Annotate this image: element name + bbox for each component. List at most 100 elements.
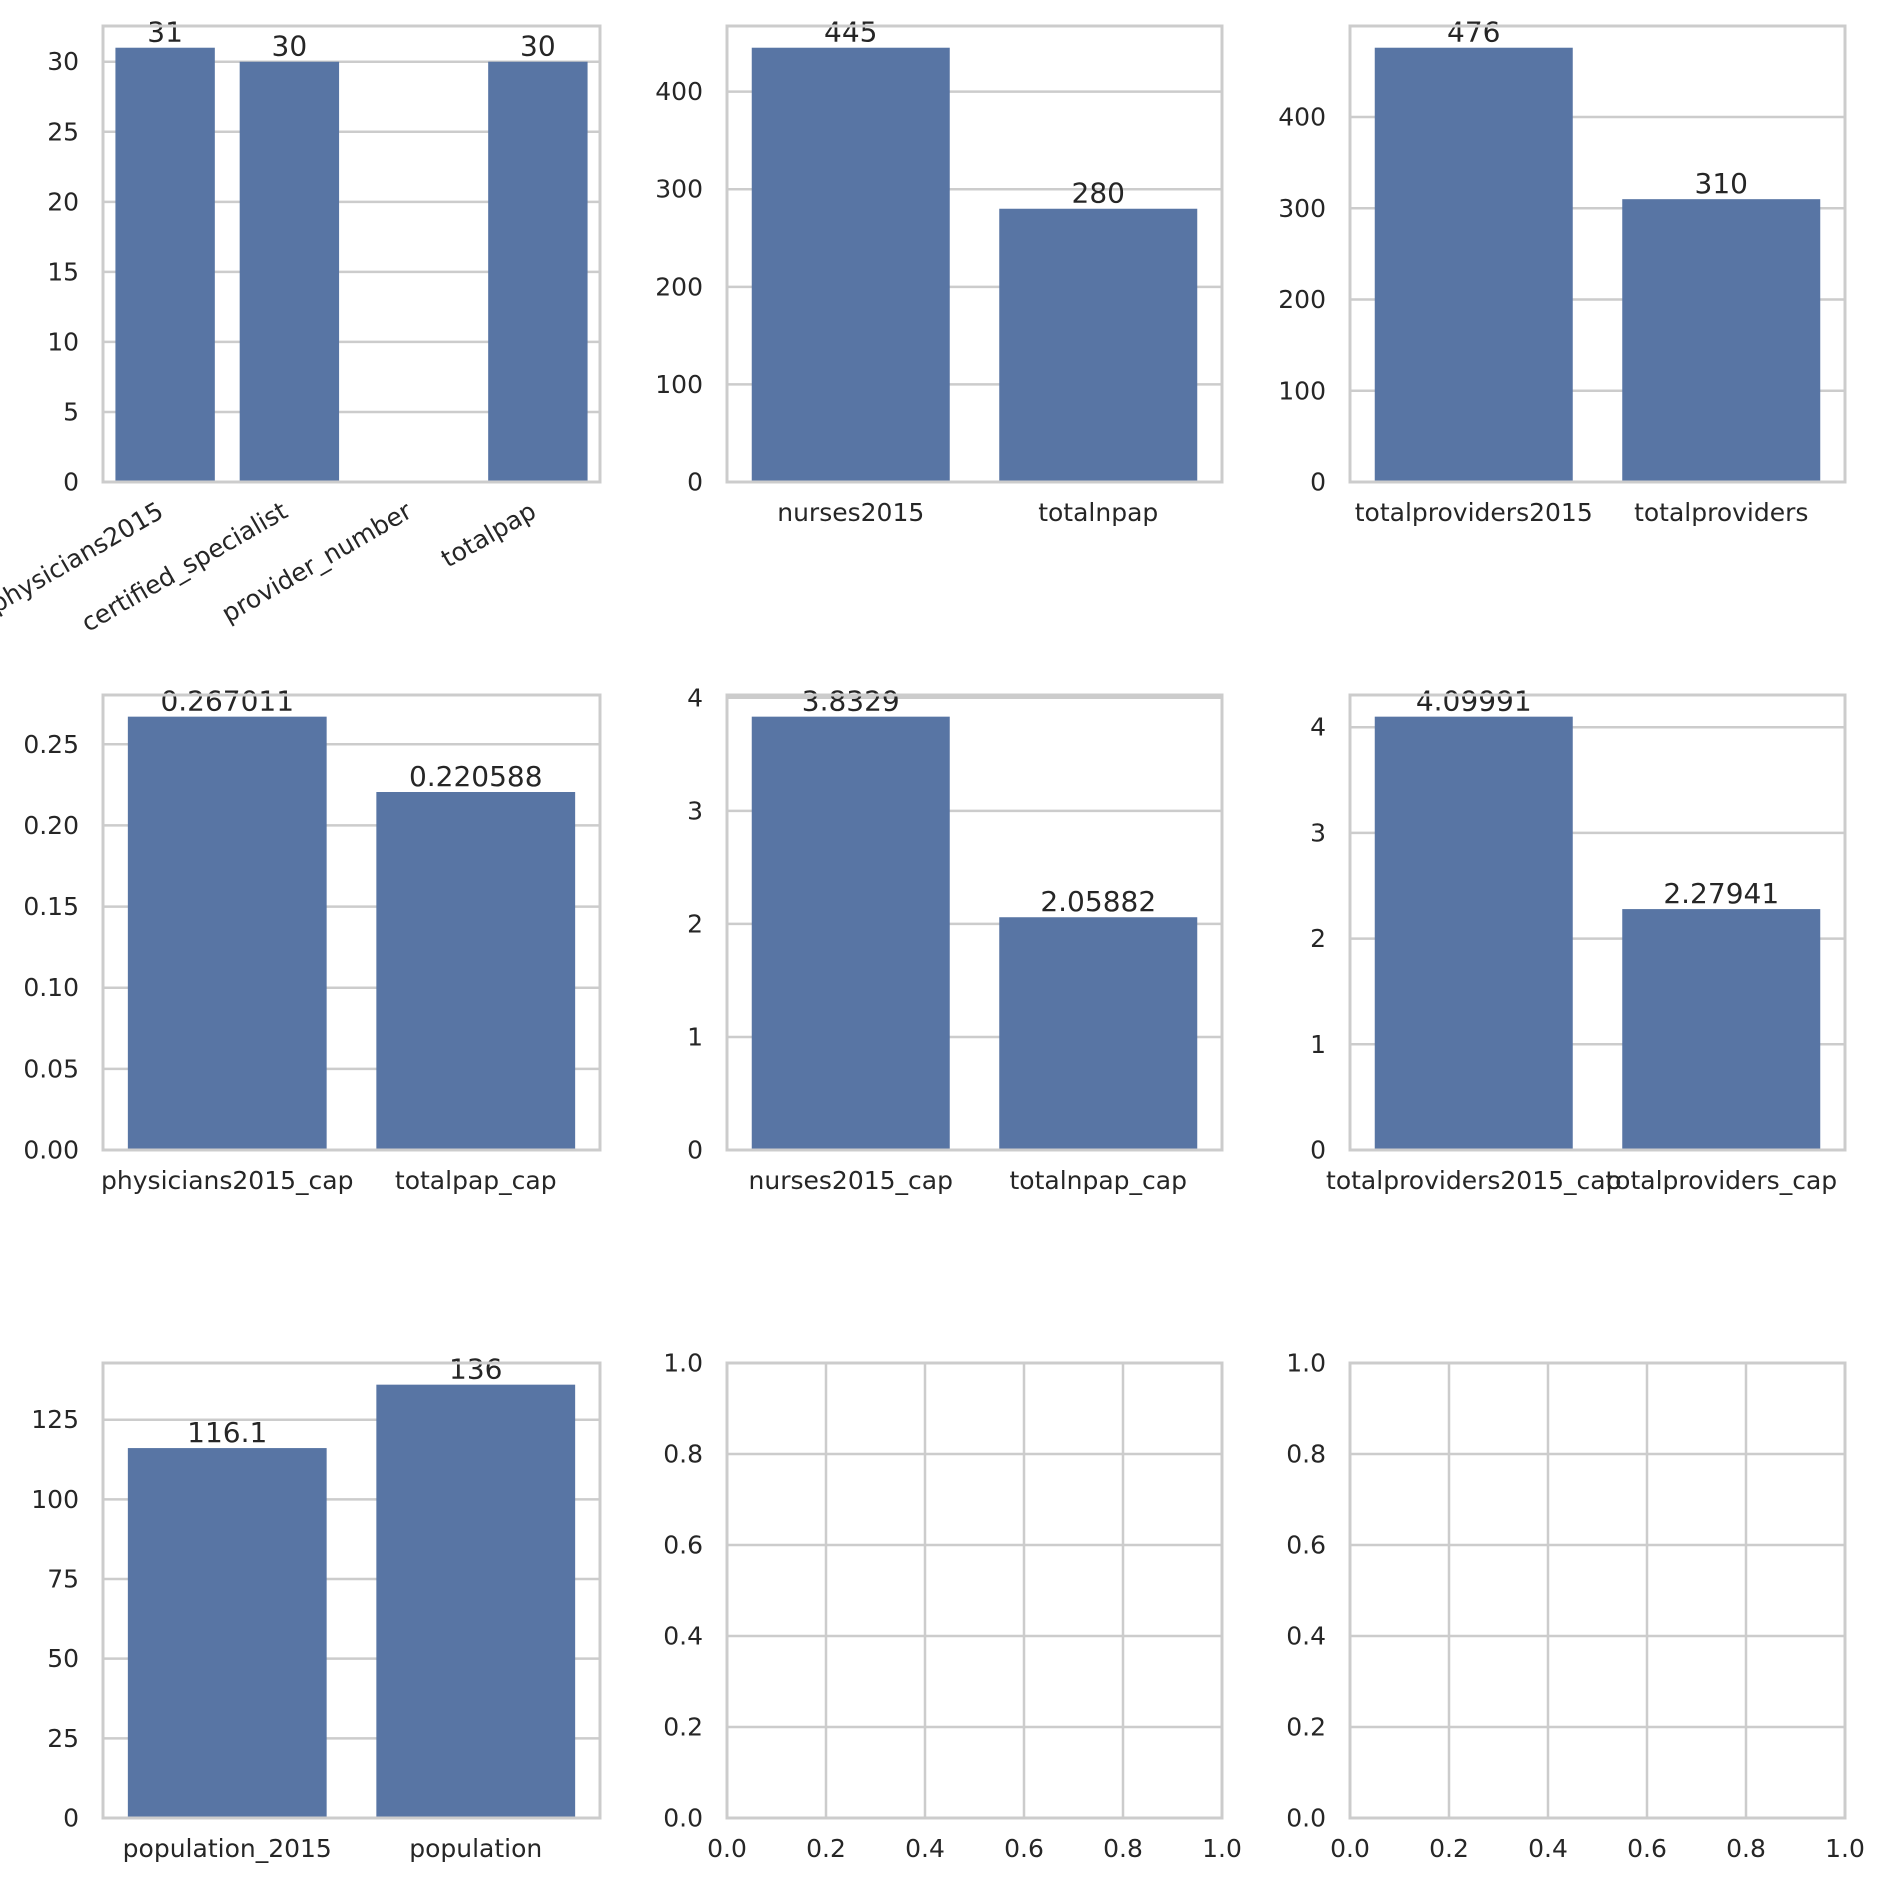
data-label: 0.267011	[160, 685, 294, 718]
y-tick-label: 0.0	[663, 1804, 703, 1833]
y-tick-label: 125	[31, 1405, 79, 1434]
y-tick-label: 1.0	[1286, 1349, 1326, 1378]
y-tick-label: 200	[655, 272, 703, 301]
chart-panel-7: 0 25 50 75 100 125 116.1 population_2015 136 popu…	[31, 1353, 602, 1863]
x-tick-label: population	[409, 1834, 542, 1863]
x-tick-label: totalproviders2015_cap	[1326, 1166, 1621, 1195]
y-tick-label: 0.4	[663, 1622, 703, 1651]
y-tick-label: 0.20	[23, 811, 79, 840]
bar-totalpap_cap	[376, 792, 576, 1150]
y-tick-label: 5	[63, 397, 79, 426]
axes-frame	[1348, 693, 1847, 1152]
bar-nurses2015_cap	[751, 716, 950, 1150]
axes-frame	[725, 1361, 1224, 1820]
y-tick-label: 4	[687, 683, 703, 712]
y-tick-label: 0.4	[1286, 1622, 1326, 1651]
y-tick-label: 0.0	[1286, 1804, 1326, 1833]
x-tick-label: physicians2015_cap	[101, 1166, 353, 1195]
x-tick-label: nurses2015_cap	[749, 1166, 953, 1195]
y-tick-label: 0.25	[23, 730, 79, 759]
axes-frame	[101, 693, 602, 1152]
y-tick-label: 0	[63, 468, 79, 497]
bar-population_2015	[127, 1448, 327, 1818]
data-label: 116.1	[187, 1416, 267, 1449]
chart-panel-6: 0 1 2 3 4 4.09991 totalproviders2015_cap 2.2794…	[1310, 685, 1847, 1195]
chart-panel-3: 0 100 200 300 400 476 totalproviders2015 310 tot…	[1278, 16, 1847, 527]
y-tick-label: 2	[1310, 924, 1326, 953]
x-tick-label: 0.0	[1330, 1834, 1370, 1863]
y-tick-label: 30	[47, 47, 79, 76]
x-tick-label: 0.0	[707, 1834, 747, 1863]
x-tick-label: totalpap_cap	[395, 1166, 557, 1195]
x-tick-label: totalnpap_cap	[1009, 1166, 1187, 1195]
y-tick-label: 200	[1278, 285, 1326, 314]
y-tick-label: 0.05	[23, 1054, 79, 1083]
data-label: 476	[1447, 16, 1500, 49]
bar-nurses2015	[751, 47, 950, 482]
data-label: 30	[520, 30, 556, 63]
bar-totalproviders2015	[1374, 47, 1573, 482]
x-tick-label: nurses2015	[777, 498, 924, 527]
x-tick-label: population_2015	[123, 1834, 332, 1863]
x-tick-label: 0.4	[1528, 1834, 1568, 1863]
y-tick-label: 0.10	[23, 973, 79, 1002]
data-label: 4.09991	[1416, 685, 1532, 718]
y-tick-label: 0.6	[663, 1531, 703, 1560]
x-tick-label: totalproviders	[1634, 498, 1808, 527]
x-tick-label: 0.4	[905, 1834, 945, 1863]
y-tick-label: 0.15	[23, 892, 79, 921]
y-tick-label: 10	[47, 327, 79, 356]
y-tick-label: 25	[47, 117, 79, 146]
y-tick-label: 0.6	[1286, 1531, 1326, 1560]
data-label: 31	[147, 16, 183, 49]
data-label: 2.05882	[1040, 885, 1156, 918]
data-label: 0.220588	[409, 760, 543, 793]
x-tick-label: 0.2	[1429, 1834, 1469, 1863]
y-tick-label: 15	[47, 257, 79, 286]
y-tick-label: 0	[687, 468, 703, 497]
y-tick-label: 300	[655, 175, 703, 204]
y-tick-label: 400	[1278, 103, 1326, 132]
x-tick-label: totalproviders2015	[1355, 498, 1593, 527]
x-tick-label: totalproviders_cap	[1605, 1166, 1837, 1195]
data-label: 2.27941	[1663, 877, 1779, 910]
x-tick-label: 0.6	[1627, 1834, 1667, 1863]
x-tick-label: certified_specialist	[76, 496, 292, 638]
bar-certified_specialist	[239, 61, 340, 482]
y-tick-label: 400	[655, 77, 703, 106]
x-tick-label: 0.6	[1004, 1834, 1044, 1863]
y-tick-label: 0.8	[1286, 1440, 1326, 1469]
y-tick-label: 100	[655, 370, 703, 399]
y-tick-label: 75	[47, 1565, 79, 1594]
bar-population	[376, 1384, 576, 1818]
axes-frame	[101, 24, 602, 484]
bar-totalnpap_cap	[999, 917, 1198, 1150]
y-tick-label: 2	[687, 909, 703, 938]
x-tick-label: 0.2	[806, 1834, 846, 1863]
y-tick-label: 0	[1310, 468, 1326, 497]
bar-totalnpap	[999, 208, 1198, 482]
x-tick-label: 0.8	[1103, 1834, 1143, 1863]
data-label: 280	[1072, 177, 1125, 210]
y-tick-label: 0	[1310, 1136, 1326, 1165]
y-tick-label: 20	[47, 187, 79, 216]
y-tick-label: 0	[687, 1136, 703, 1165]
y-tick-label: 100	[31, 1485, 79, 1514]
chart-panel-5: 0 1 2 3 4 3.8329 nurses2015_cap 2.05882 totalnpa…	[687, 683, 1224, 1195]
bar-totalproviders	[1622, 199, 1821, 482]
x-tick-label: 1.0	[1825, 1834, 1865, 1863]
y-tick-label: 4	[1310, 713, 1326, 742]
chart-panel-1: 05101520253031physicians201530certified_…	[0, 16, 602, 638]
y-tick-label: 0.2	[663, 1713, 703, 1742]
axes-frame	[1348, 24, 1847, 484]
axes-frame	[101, 1361, 602, 1820]
chart-panel-8: 0.0 0.2 0.4 0.6 0.8 1.0 0.0 0.2 0.4 0.6 0.8 1.0	[663, 1349, 1242, 1864]
x-tick-label: totalnpap	[1038, 498, 1158, 527]
y-tick-label: 1.0	[663, 1349, 703, 1378]
axes-frame	[1348, 1361, 1847, 1820]
y-tick-label: 1	[687, 1022, 703, 1051]
y-tick-label: 0	[63, 1804, 79, 1833]
y-tick-label: 25	[47, 1724, 79, 1753]
y-tick-label: 100	[1278, 376, 1326, 405]
